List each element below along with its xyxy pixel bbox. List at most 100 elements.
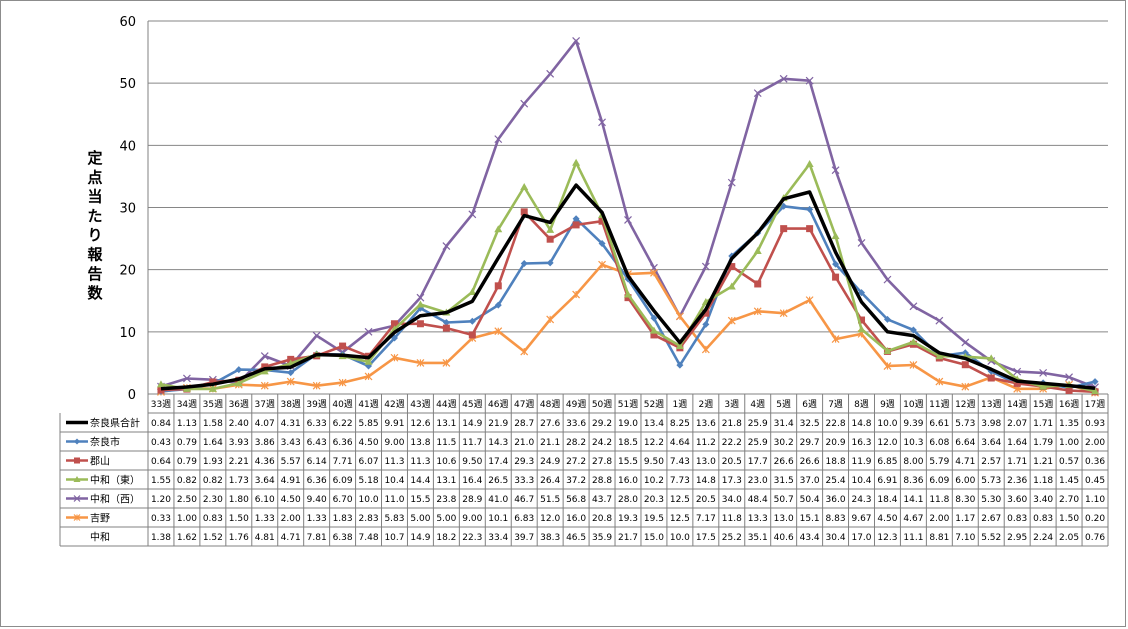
table-cell: 0.76 [1085, 533, 1105, 543]
table-cell: 38.3 [540, 533, 560, 543]
y-tick-label: 20 [119, 264, 136, 279]
data-point [909, 338, 918, 346]
table-cell: 2.95 [1007, 533, 1027, 543]
legend-key-marker [73, 495, 81, 502]
table-cell: 6.08 [929, 438, 949, 448]
table-cell: 9.50 [644, 457, 664, 467]
data-point [312, 331, 321, 340]
table-cell: 35.1 [748, 533, 768, 543]
data-point [287, 355, 295, 363]
table-cell: 9.67 [851, 514, 871, 524]
table-cell: 4.50 [359, 438, 379, 448]
table-cell: 28.2 [566, 438, 586, 448]
table-cell: 30.2 [774, 438, 794, 448]
table-cell: 0.79 [177, 438, 197, 448]
data-point [572, 215, 580, 223]
table-cell: 26.6 [800, 457, 820, 467]
table-cell: 8.25 [670, 419, 690, 429]
data-point [831, 166, 840, 175]
table-cell: 1.71 [1033, 419, 1053, 429]
table-cell: 11.5 [436, 438, 456, 448]
x-tick-label: 39週 [306, 399, 326, 410]
table-cell: 18.4 [877, 495, 897, 505]
data-point [676, 361, 684, 369]
table-cell: 2.21 [229, 457, 249, 467]
table-cell: 2.50 [177, 495, 197, 505]
data-point [364, 372, 373, 381]
table-cell: 17.3 [722, 476, 742, 486]
y-tick-label: 0 [128, 388, 136, 403]
table-cell: 1.64 [203, 438, 223, 448]
table-cell: 16.3 [851, 438, 871, 448]
data-point [209, 378, 217, 386]
data-point [728, 263, 736, 271]
table-cell: 7.43 [670, 457, 690, 467]
series-line [160, 263, 1096, 395]
table-cell: 6.09 [333, 476, 353, 486]
table-cell: 11.8 [722, 514, 742, 524]
data-point [520, 347, 529, 356]
data-point [261, 363, 269, 371]
table-cell: 5.83 [384, 514, 404, 524]
table-cell: 12.6 [410, 419, 430, 429]
data-point [858, 289, 866, 297]
data-point [416, 293, 425, 302]
table-cell: 14.8 [696, 476, 716, 486]
table-cell: 25.4 [826, 476, 846, 486]
table-cell: 17.5 [696, 533, 716, 543]
data-point [909, 302, 918, 311]
table-cell: 29.7 [800, 438, 820, 448]
data-point [780, 225, 788, 233]
data-point [1091, 378, 1099, 386]
data-point [935, 377, 944, 386]
table-cell: 12.5 [670, 495, 690, 505]
x-tick-label: 47週 [514, 399, 534, 410]
data-point [883, 315, 891, 323]
table-cell: 21.1 [540, 438, 560, 448]
table-cell: 21.0 [514, 438, 534, 448]
table-cell: 5.85 [359, 419, 379, 429]
table-cell: 6.64 [955, 438, 975, 448]
table-cell: 12.2 [644, 438, 664, 448]
data-point [546, 69, 555, 78]
table-cell: 5.73 [955, 419, 975, 429]
data-point [779, 309, 788, 318]
table-cell: 50.7 [774, 495, 794, 505]
data-point [312, 381, 321, 390]
table-cell: 8.00 [903, 457, 923, 467]
table-cell: 0.83 [203, 514, 223, 524]
data-point [234, 379, 243, 387]
data-point [727, 282, 736, 290]
table-cell: 6.36 [307, 476, 327, 486]
x-tick-label: 13週 [981, 399, 1001, 410]
table-cell: 14.4 [410, 476, 430, 486]
x-tick-label: 36週 [229, 399, 249, 410]
table-cell: 0.64 [151, 457, 171, 467]
table-cell: 43.4 [800, 533, 820, 543]
table-cell: 33.6 [566, 419, 586, 429]
data-point [805, 159, 814, 167]
table-cell: 2.00 [929, 514, 949, 524]
x-tick-label: 8週 [854, 399, 869, 410]
data-point [520, 99, 529, 108]
table-cell: 48.4 [748, 495, 768, 505]
table-cell: 35.9 [592, 533, 612, 543]
table-cell: 6.43 [307, 438, 327, 448]
table-cell: 13.1 [436, 419, 456, 429]
data-point [961, 361, 969, 369]
data-point [442, 358, 451, 367]
data-point [598, 118, 606, 127]
table-cell: 16.0 [618, 476, 638, 486]
data-point [339, 342, 347, 350]
data-point [235, 366, 243, 374]
table-cell: 29.3 [514, 457, 534, 467]
data-point [546, 225, 555, 233]
table-cell: 1.18 [1033, 476, 1053, 486]
legend-key-marker [73, 476, 81, 482]
data-point [805, 76, 814, 85]
table-cell: 17.4 [488, 457, 508, 467]
data-point [779, 74, 788, 83]
table-cell: 21.8 [722, 419, 742, 429]
data-point [494, 327, 503, 336]
